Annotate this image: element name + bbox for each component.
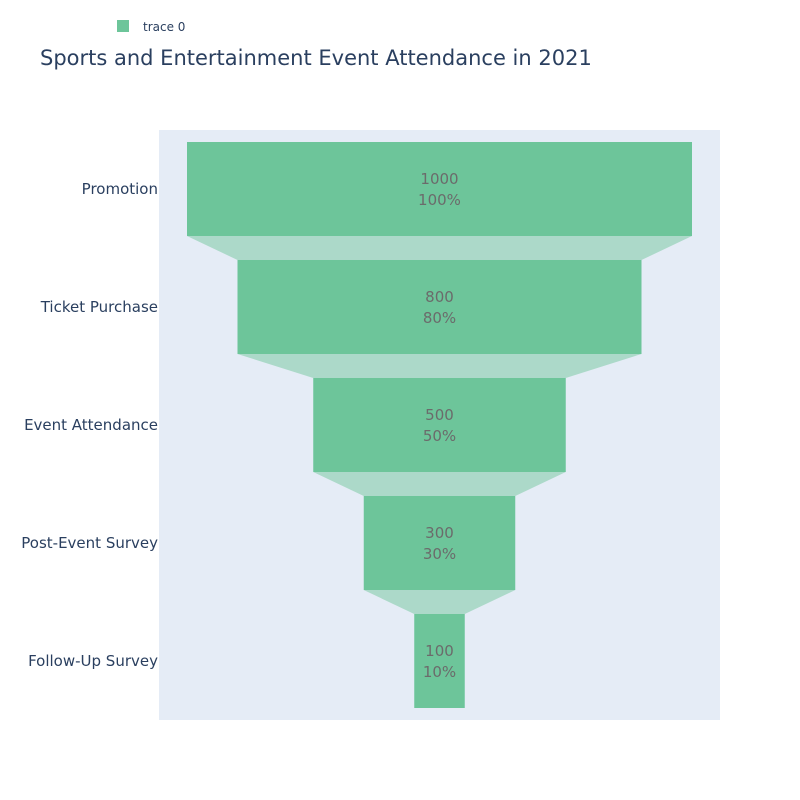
percent-label: 80% [423,309,456,327]
funnel-bars [187,142,692,708]
category-label: Post-Event Survey [21,534,158,552]
legend: trace 0 [117,20,185,34]
category-label: Event Attendance [24,416,158,434]
funnel-bar-2 [237,260,642,354]
category-labels: Promotion Ticket Purchase Event Attendance… [21,180,158,670]
chart-title: Sports and Entertainment Event Attendanc… [40,46,592,70]
percent-label: 30% [423,545,456,563]
category-label: Promotion [82,180,158,198]
value-label: 1000 [420,170,458,188]
percent-label: 10% [423,663,456,681]
funnel-connectors [187,236,692,614]
funnel-bar-5 [414,614,465,708]
percent-label: 50% [423,427,456,445]
value-label: 800 [425,288,454,306]
funnel-connector-2 [237,354,642,378]
value-labels: 1000 100% 800 80% 500 50% 300 30% 100 10% [418,170,461,681]
funnel-bar-3 [313,378,566,472]
value-label: 100 [425,642,454,660]
value-label: 300 [425,524,454,542]
category-label: Follow-Up Survey [28,652,158,670]
funnel-bar-4 [363,496,516,590]
percent-label: 100% [418,191,461,209]
funnel-bar-1 [187,142,692,236]
funnel-connector-4 [363,590,516,614]
funnel-connector-1 [187,236,692,260]
funnel-connector-3 [313,472,566,496]
legend-entry: trace 0 [143,20,185,34]
legend-swatch [117,20,129,32]
category-label: Ticket Purchase [40,298,158,316]
value-label: 500 [425,406,454,424]
